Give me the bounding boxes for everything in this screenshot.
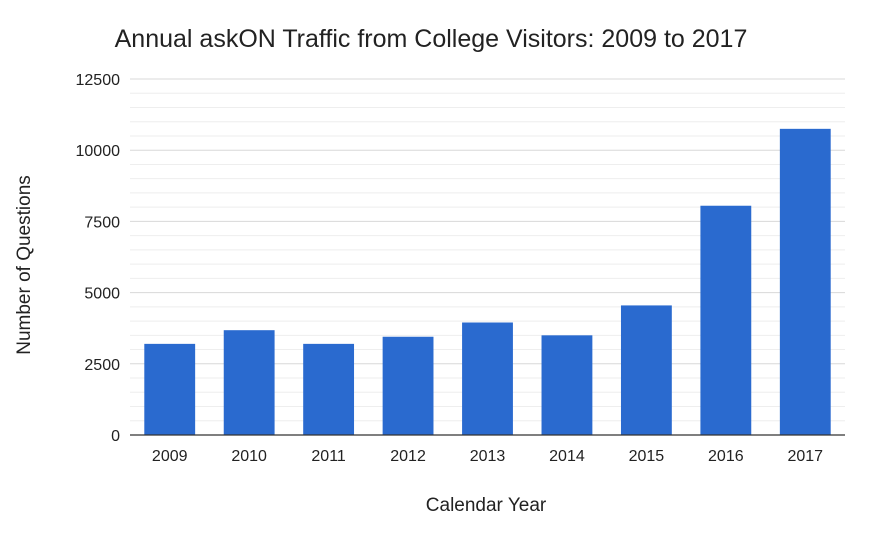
y-tick-label: 0 bbox=[111, 428, 120, 445]
bar-2013 bbox=[462, 322, 513, 435]
x-tick-label: 2010 bbox=[231, 448, 267, 465]
x-tick-label: 2017 bbox=[787, 448, 823, 465]
bar-2014 bbox=[541, 335, 593, 435]
x-tick-label: 2015 bbox=[629, 448, 665, 465]
y-axis-title: Number of Questions bbox=[14, 175, 35, 355]
x-tick-label: 2011 bbox=[311, 448, 346, 465]
x-tick-label: 2009 bbox=[152, 448, 188, 465]
y-tick-label: 5000 bbox=[84, 286, 120, 303]
x-axis-title: Calendar Year bbox=[426, 495, 547, 516]
bar-2016 bbox=[700, 205, 752, 435]
y-tick-label: 12500 bbox=[76, 72, 121, 89]
chart-title: Annual askON Traffic from College Visito… bbox=[115, 25, 748, 53]
bar-2010 bbox=[223, 330, 275, 435]
x-tick-label: 2012 bbox=[390, 448, 426, 465]
bar-2011 bbox=[303, 343, 355, 435]
bar-2015 bbox=[620, 305, 672, 435]
bar-2009 bbox=[144, 343, 196, 435]
x-tick-label: 2016 bbox=[708, 448, 744, 465]
bar-2012 bbox=[382, 336, 434, 435]
bars bbox=[144, 128, 831, 435]
y-tick-label: 10000 bbox=[76, 143, 121, 160]
bar-2017 bbox=[779, 128, 831, 435]
x-tick-label: 2013 bbox=[470, 448, 506, 465]
x-tick-label: 2014 bbox=[549, 448, 585, 465]
y-tick-label: 7500 bbox=[84, 214, 120, 231]
y-tick-label: 2500 bbox=[84, 357, 120, 374]
axes: 0 2500 5000 7500 10000 12500 2009 2010 2011 2012 2… bbox=[76, 72, 845, 465]
